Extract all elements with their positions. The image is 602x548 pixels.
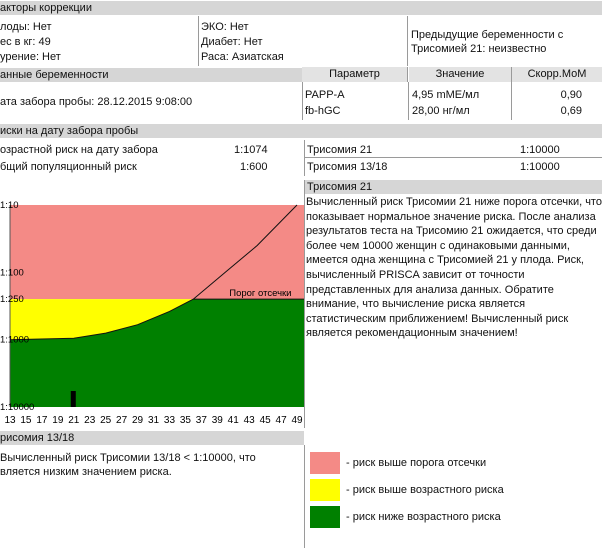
section-title: иски на дату забора пробы bbox=[0, 125, 139, 137]
x-tick-label: 13 bbox=[4, 415, 16, 426]
y-tick-labels: 1:10 1:100 1:250 1:1000 1:10000 bbox=[0, 200, 34, 413]
legend-label-above-cutoff: - риск выше порога отсечки bbox=[346, 457, 487, 469]
legend-swatch-yellow bbox=[310, 479, 340, 501]
x-tick-label: 35 bbox=[180, 415, 192, 426]
x-tick-label: 37 bbox=[196, 415, 208, 426]
legend-swatch-red bbox=[310, 452, 340, 474]
trisomy21-risk-value: 1:10000 bbox=[520, 144, 560, 156]
table-row-mom: 0,90 bbox=[560, 89, 582, 101]
column-header-value: Значение bbox=[409, 67, 512, 82]
trisomy1318-risk-label: Трисомия 13/18 bbox=[307, 161, 388, 173]
y-tick-label: 1:100 bbox=[0, 267, 24, 278]
age-risk-label: озрастной риск на дату забора bbox=[0, 144, 158, 156]
trisomy21-panel-header: Трисомия 21 bbox=[304, 180, 602, 194]
column-header-mom: Скорр.МоМ bbox=[512, 67, 602, 82]
x-tick-label: 29 bbox=[132, 415, 144, 426]
section-risks-header: иски на дату забора пробы bbox=[0, 124, 602, 138]
age-risk-value: 1:1074 bbox=[234, 144, 268, 156]
trisomy21-description: Вычисленный риск Трисомии 21 ниже порога… bbox=[306, 196, 602, 340]
x-tick-label: 27 bbox=[116, 415, 128, 426]
section-correction-factors-header: акторы коррекции bbox=[0, 1, 602, 15]
table-row-value: 28,00 нг/мл bbox=[412, 105, 470, 117]
population-risk-label: бщий популяционный риск bbox=[0, 161, 137, 173]
x-tick-label: 47 bbox=[276, 415, 288, 426]
trisomy21-risk-label: Трисомия 21 bbox=[307, 144, 373, 156]
population-risk-value: 1:600 bbox=[240, 161, 268, 173]
x-tick-label: 45 bbox=[260, 415, 272, 426]
divider bbox=[302, 82, 303, 120]
table-row-mom: 0,69 bbox=[560, 105, 582, 117]
x-tick-label: 19 bbox=[52, 415, 64, 426]
y-tick-label: 1:250 bbox=[0, 294, 24, 305]
divider bbox=[304, 445, 305, 548]
diabetes: Диабет: Нет bbox=[201, 36, 263, 48]
x-tick-label: 31 bbox=[148, 415, 160, 426]
patient-marker bbox=[70, 391, 76, 407]
risk-chart-svg: Порог отсечки 1:10 1:100 1:250 1:1000 1:1000… bbox=[0, 187, 305, 429]
x-tick-label: 41 bbox=[228, 415, 240, 426]
legend-label-below-age: - риск ниже возрастного риска bbox=[346, 511, 501, 523]
section-title: акторы коррекции bbox=[0, 2, 92, 14]
previous-pregnancies-line1: Предыдущие беременности с bbox=[411, 29, 564, 41]
zone-above-cutoff bbox=[10, 205, 305, 300]
weight-kg: ес в кг: 49 bbox=[0, 36, 51, 48]
x-tick-labels: 13 15 17 19 21 23 25 27 29 31 33 35 37 39 41 43 45 47 49 bbox=[4, 415, 303, 426]
section-trisomy1318-header: рисомия 13/18 bbox=[0, 431, 304, 445]
trisomy1318-text-line2: вляется низким значением риска. bbox=[0, 466, 172, 478]
legend-swatch-green bbox=[310, 506, 340, 528]
trisomy1318-text-line1: Вычисленный риск Трисомии 13/18 < 1:1000… bbox=[0, 452, 256, 464]
legend-label-above-age: - риск выше возрастного риска bbox=[346, 484, 504, 496]
x-tick-label: 25 bbox=[100, 415, 112, 426]
section-title: анные беременности bbox=[0, 69, 109, 81]
cutoff-label: Порог отсечки bbox=[229, 288, 291, 299]
y-tick-label: 1:10000 bbox=[0, 402, 34, 413]
sample-date: ата забора пробы: 28.12.2015 9:08:00 bbox=[0, 96, 193, 108]
divider bbox=[304, 180, 305, 428]
divider bbox=[198, 16, 199, 66]
fetuses-count: лоды: Нет bbox=[0, 21, 52, 33]
table-row-param: fb-hGC bbox=[305, 105, 341, 117]
table-row-value: 4,95 mME/мл bbox=[412, 89, 480, 101]
x-tick-label: 23 bbox=[84, 415, 96, 426]
x-tick-label: 21 bbox=[68, 415, 80, 426]
smoking: урение: Нет bbox=[0, 51, 61, 63]
divider bbox=[407, 16, 408, 66]
section-title: Трисомия 21 bbox=[307, 181, 373, 193]
age-risk-curve bbox=[9, 204, 298, 341]
trisomy1318-risk-value: 1:10000 bbox=[520, 161, 560, 173]
section-pregnancy-data-header: анные беременности bbox=[0, 68, 302, 82]
x-tick-label: 49 bbox=[291, 415, 303, 426]
zone-below-age-risk bbox=[10, 299, 305, 407]
table-row-param: PAPP-A bbox=[305, 89, 345, 101]
risk-chart: Порог отсечки 1:10 1:100 1:250 1:1000 1:1000… bbox=[0, 187, 305, 429]
y-tick-label: 1:10 bbox=[0, 200, 19, 211]
divider bbox=[304, 140, 305, 176]
previous-pregnancies-line2: Трисомией 21: неизвестно bbox=[411, 43, 547, 55]
divider bbox=[304, 157, 602, 158]
x-tick-label: 33 bbox=[164, 415, 176, 426]
x-tick-label: 43 bbox=[244, 415, 256, 426]
race: Раса: Азиатская bbox=[201, 51, 284, 63]
section-title: рисомия 13/18 bbox=[0, 432, 75, 444]
y-tick-label: 1:1000 bbox=[0, 335, 29, 346]
x-tick-label: 17 bbox=[36, 415, 48, 426]
x-tick-label: 15 bbox=[20, 415, 32, 426]
divider bbox=[408, 82, 409, 120]
x-tick-label: 39 bbox=[212, 415, 224, 426]
column-header-parameter: Параметр bbox=[302, 67, 408, 82]
ivf: ЭКО: Нет bbox=[201, 21, 249, 33]
divider bbox=[511, 82, 512, 120]
